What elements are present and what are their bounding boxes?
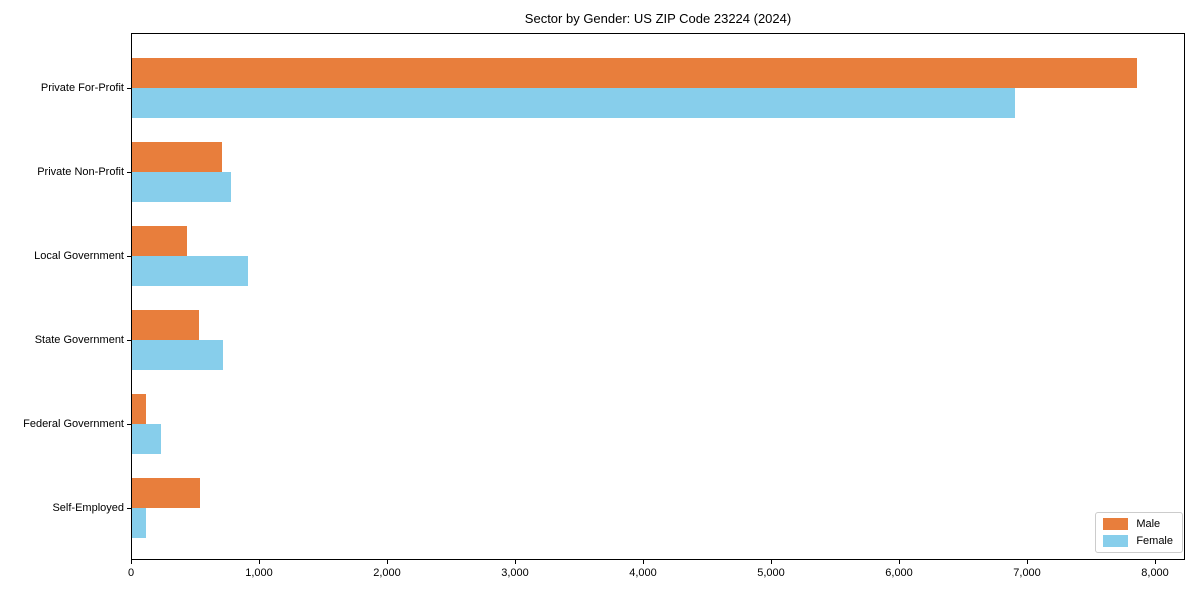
x-tick-mark: [899, 560, 901, 564]
x-tick-label: 1,000: [245, 567, 273, 579]
y-tick-label: Private For-Profit: [40, 82, 124, 94]
x-tick-mark: [1155, 560, 1157, 564]
y-tick-mark: [127, 88, 131, 89]
bar-female-self-employed: [132, 508, 147, 538]
x-tick-label: 8,000: [1141, 567, 1169, 579]
x-tick-mark: [1027, 560, 1029, 564]
y-tick-label: Local Government: [34, 250, 124, 262]
legend-label-male: Male: [1136, 518, 1161, 530]
y-tick-mark: [127, 172, 131, 173]
y-tick-mark: [127, 340, 131, 341]
male-color-swatch: [1103, 518, 1129, 530]
y-tick-label: State Government: [34, 334, 124, 346]
x-tick-label: 6,000: [885, 567, 913, 579]
bar-male-private-for-profit: [132, 58, 1137, 88]
x-tick-label: 3,000: [501, 567, 529, 579]
x-tick-mark: [131, 560, 132, 564]
legend-label-female: Female: [1136, 535, 1173, 547]
bar-female-local-government: [132, 256, 249, 286]
bar-male-state-government: [132, 310, 199, 340]
bar-female-private-non-profit: [132, 172, 231, 202]
female-color-swatch: [1103, 535, 1129, 547]
x-tick-mark: [771, 560, 773, 564]
x-tick-mark: [387, 560, 388, 564]
y-tick-mark: [127, 424, 131, 425]
x-tick-label: 4,000: [629, 567, 657, 579]
bar-male-self-employed: [132, 478, 200, 508]
y-tick-label: Federal Government: [23, 418, 124, 430]
bar-male-private-non-profit: [132, 142, 222, 172]
legend-item-female: Female: [1103, 535, 1173, 547]
x-tick-mark: [259, 560, 260, 564]
x-tick-label: 7,000: [1013, 567, 1041, 579]
x-tick-mark: [643, 560, 645, 564]
y-tick-mark: [127, 508, 131, 509]
x-tick-label: 5,000: [757, 567, 785, 579]
y-tick-label: Self-Employed: [52, 502, 124, 514]
chart-title: Sector by Gender: US ZIP Code 23224 (202…: [524, 11, 792, 26]
bar-female-private-for-profit: [132, 88, 1016, 118]
x-tick-mark: [515, 560, 517, 564]
x-tick-label: 2,000: [373, 567, 401, 579]
bar-female-state-government: [132, 340, 223, 370]
y-tick-label: Private Non-Profit: [37, 166, 124, 178]
bar-male-local-government: [132, 226, 188, 256]
bar-male-federal-government: [132, 394, 147, 424]
bar-female-federal-government: [132, 424, 162, 454]
legend-item-male: Male: [1103, 518, 1173, 530]
y-tick-mark: [127, 256, 131, 257]
plot-area: [131, 33, 1185, 560]
x-tick-label: 0: [127, 567, 135, 579]
legend: Male Female: [1095, 512, 1183, 553]
